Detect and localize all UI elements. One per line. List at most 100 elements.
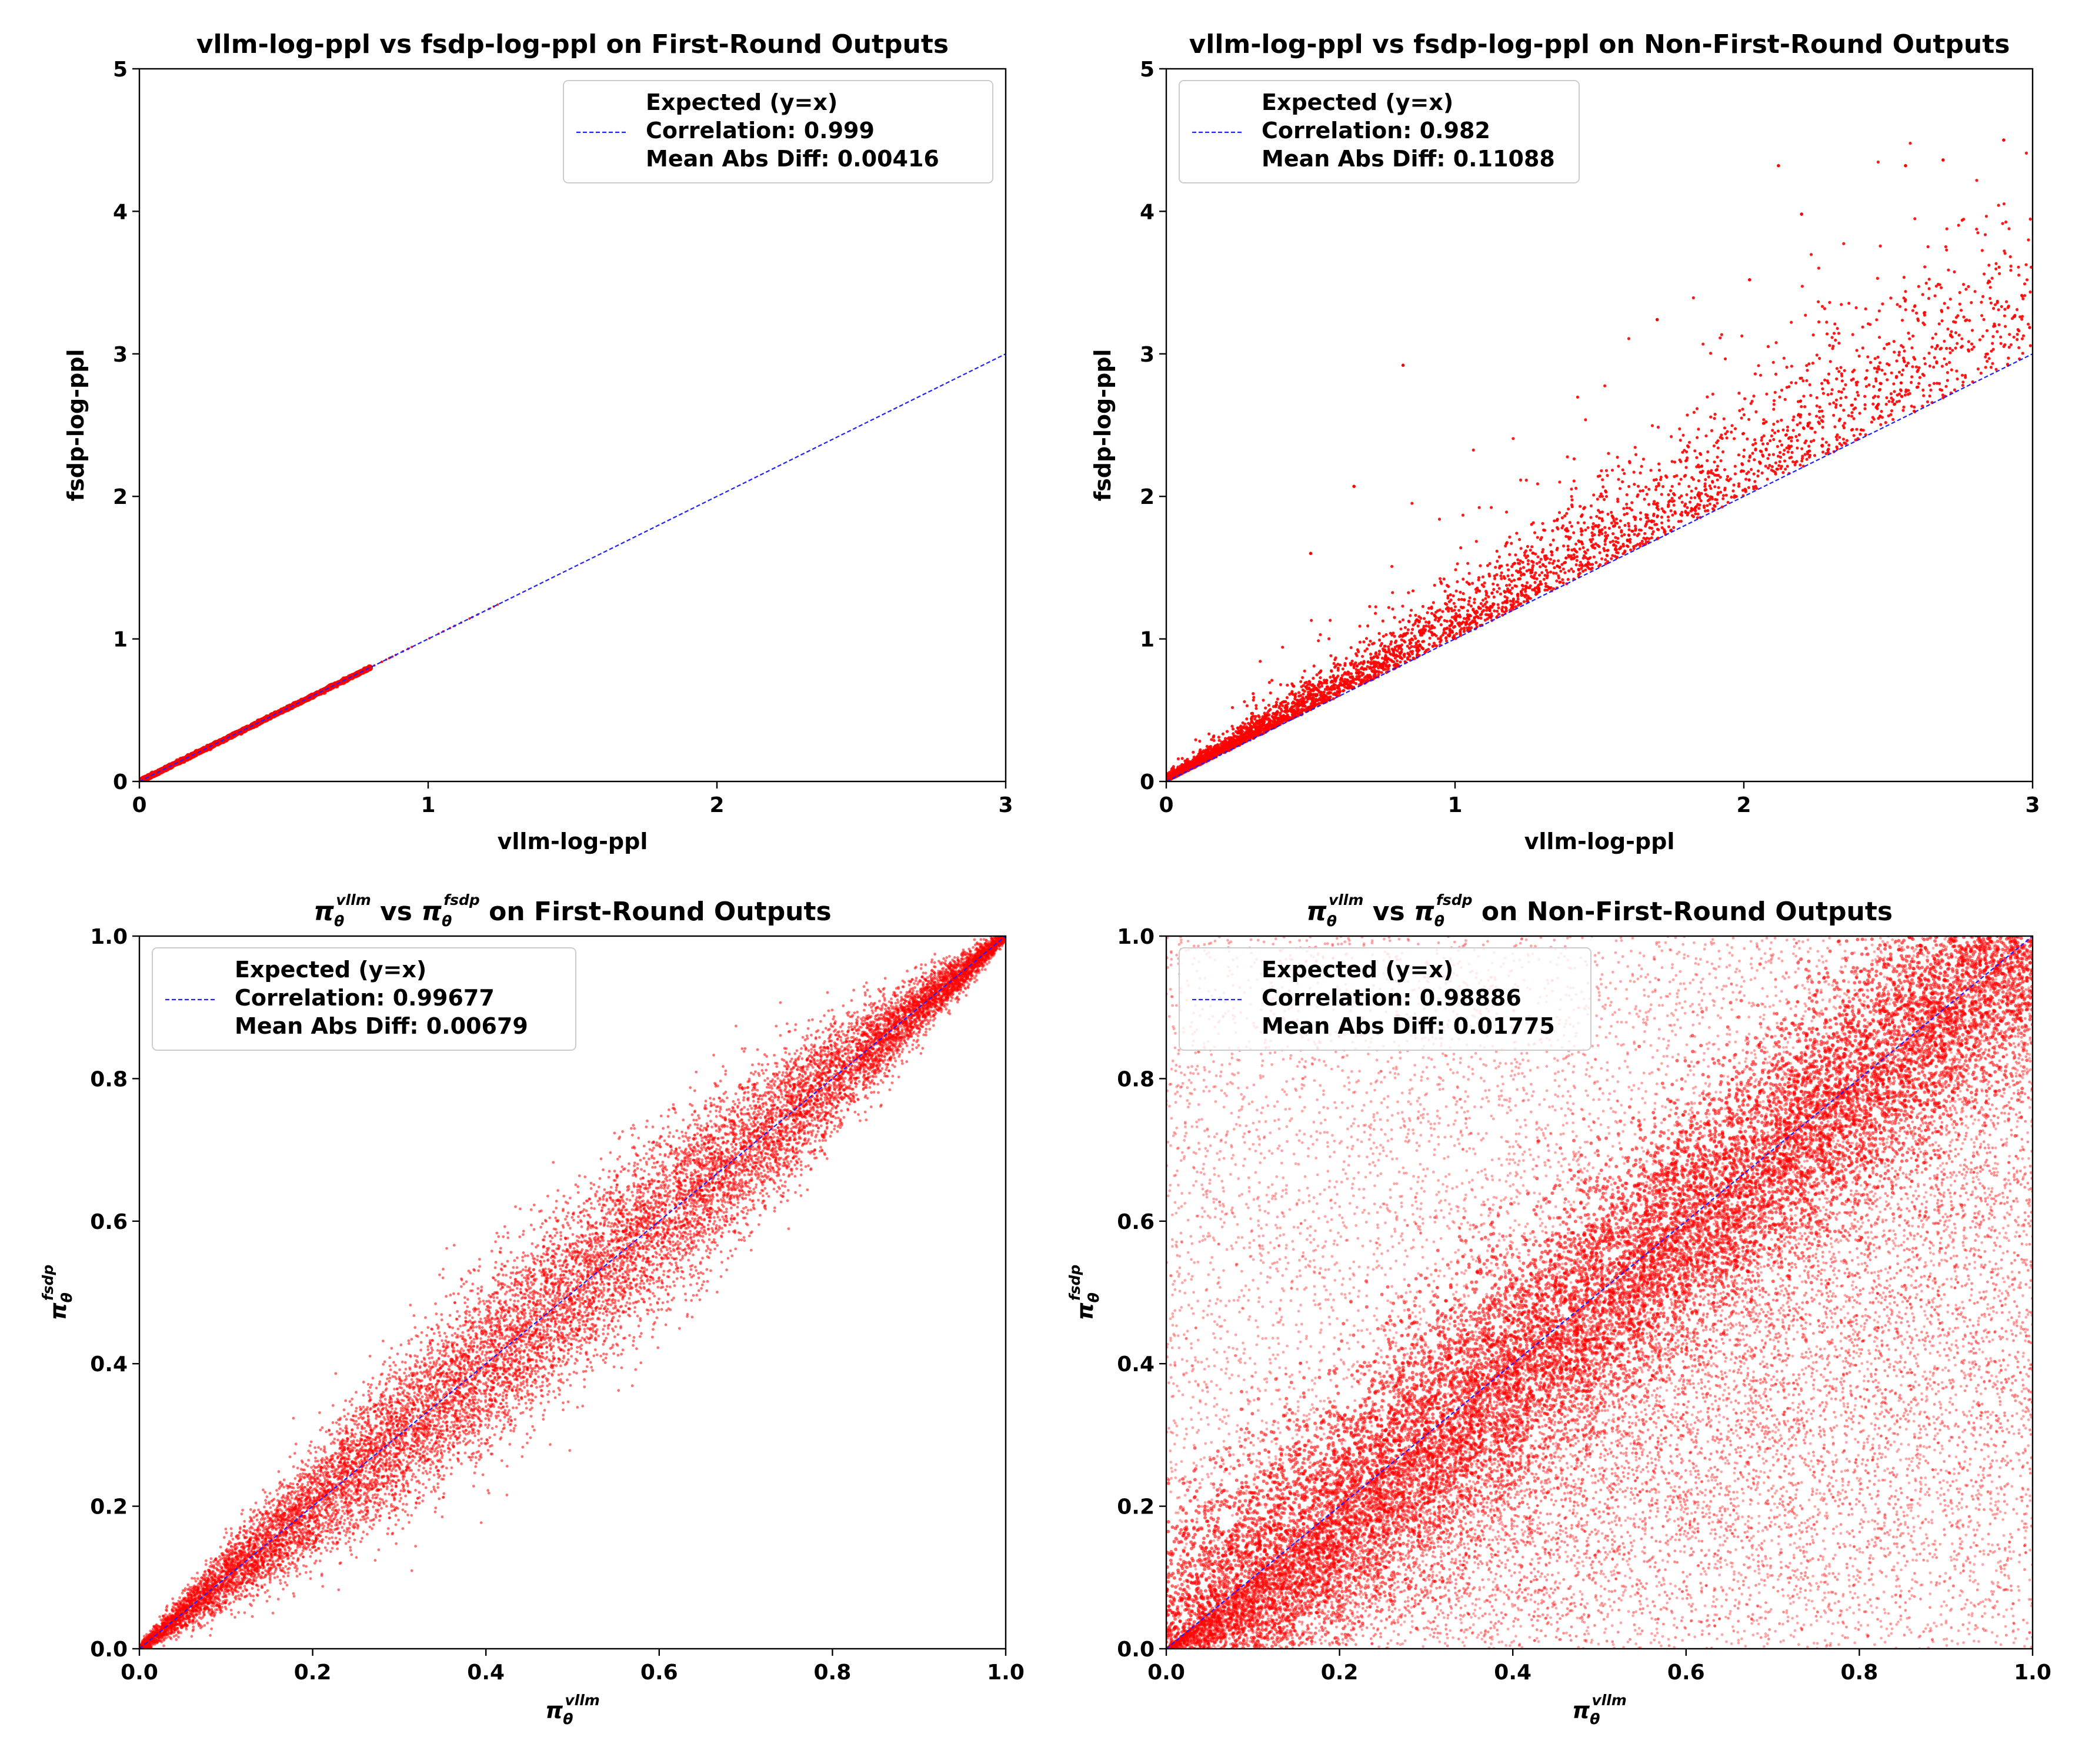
data-point: [1358, 624, 1362, 628]
data-point: [1980, 314, 1984, 318]
data-point: [1279, 683, 1282, 686]
data-point: [1874, 377, 1878, 380]
data-point: [1176, 757, 1180, 761]
data-point: [1910, 405, 1913, 408]
data-point: [1766, 345, 1770, 349]
data-point: [2002, 202, 2006, 206]
data-point: [1523, 551, 1527, 554]
data-point: [1531, 576, 1534, 579]
data-point: [1839, 396, 1843, 400]
data-point: [1307, 706, 1310, 709]
data-point: [1466, 629, 1470, 633]
data-point: [1782, 356, 1786, 360]
data-point: [1496, 590, 1499, 594]
data-point: [1855, 383, 1859, 387]
data-point: [1600, 532, 1604, 536]
x-tick-label: 2: [709, 793, 724, 817]
data-point: [1633, 524, 1637, 528]
data-point: [1850, 411, 1854, 415]
data-point: [1686, 413, 1689, 417]
data-point: [1534, 571, 1537, 574]
data-point: [1697, 507, 1701, 510]
data-point: [1709, 352, 1713, 355]
data-point: [1497, 612, 1500, 616]
data-point: [1952, 320, 1956, 323]
data-point: [1497, 555, 1501, 559]
data-point: [2028, 326, 2031, 329]
data-point: [1530, 560, 1534, 563]
data-point: [1800, 405, 1803, 409]
data-point: [1878, 336, 1881, 339]
data-point: [1719, 459, 1723, 463]
data-point: [1762, 418, 1766, 422]
data-point: [1323, 679, 1326, 682]
data-point: [1461, 513, 1464, 517]
data-point: [1928, 383, 1931, 387]
data-point: [1380, 656, 1384, 660]
data-point: [1613, 548, 1617, 552]
data-point: [1681, 433, 1685, 437]
data-point: [1459, 546, 1463, 550]
data-point: [1514, 569, 1519, 573]
data-point: [1623, 523, 1627, 527]
data-point: [1726, 475, 1730, 479]
data-point: [1875, 370, 1879, 374]
data-point: [1312, 664, 1316, 668]
data-point: [1586, 560, 1590, 564]
data-point: [1842, 387, 1846, 391]
data-point: [1474, 609, 1479, 613]
data-point: [1876, 161, 1880, 164]
data-point: [1720, 436, 1724, 440]
data-point: [1921, 405, 1924, 408]
data-point: [1522, 600, 1526, 603]
data-point: [1877, 368, 1881, 371]
data-point: [1595, 514, 1599, 518]
data-point: [1343, 680, 1347, 684]
data-point: [1443, 589, 1447, 593]
legend-mad-text: Mean Abs Diff: 0.00416: [646, 146, 939, 172]
data-point: [1675, 474, 1679, 477]
data-point: [1423, 628, 1427, 632]
data-point: [1785, 446, 1789, 450]
data-point: [1577, 573, 1580, 576]
data-point: [1572, 457, 1576, 461]
data-point: [1202, 749, 1205, 753]
data-point: [1880, 369, 1884, 372]
data-point: [1477, 578, 1480, 582]
data-point: [1349, 646, 1353, 649]
data-point: [1606, 512, 1610, 516]
data-point: [1591, 522, 1595, 526]
data-point: [1601, 485, 1605, 489]
data-point: [1277, 706, 1281, 710]
data-point: [1346, 683, 1349, 686]
data-point: [1799, 415, 1802, 419]
data-point: [1570, 505, 1574, 509]
data-point: [1984, 366, 1987, 369]
data-point: [1778, 460, 1781, 463]
data-point: [1453, 609, 1456, 612]
data-point: [1526, 559, 1530, 563]
data-point: [1572, 479, 1576, 483]
data-point: [1553, 566, 1556, 570]
data-point: [1506, 596, 1509, 600]
y-tick-label: 4: [113, 200, 128, 224]
data-point: [1242, 725, 1246, 729]
data-point: [1452, 602, 1456, 605]
data-point: [1850, 415, 1854, 418]
data-point: [1578, 547, 1581, 551]
data-point: [1192, 750, 1195, 754]
data-point: [1387, 645, 1390, 649]
data-point: [1600, 557, 1604, 560]
data-point: [1897, 399, 1901, 403]
data-point: [1850, 403, 1853, 407]
data-point: [1340, 674, 1344, 677]
data-point: [1720, 333, 1723, 336]
data-point: [1574, 486, 1578, 490]
data-point: [1496, 559, 1499, 563]
data-point: [1623, 472, 1626, 475]
data-point: [1639, 542, 1642, 546]
data-point: [1680, 494, 1683, 498]
data-point: [1900, 395, 1903, 398]
data-point: [1536, 536, 1539, 539]
data-point: [1479, 613, 1482, 617]
